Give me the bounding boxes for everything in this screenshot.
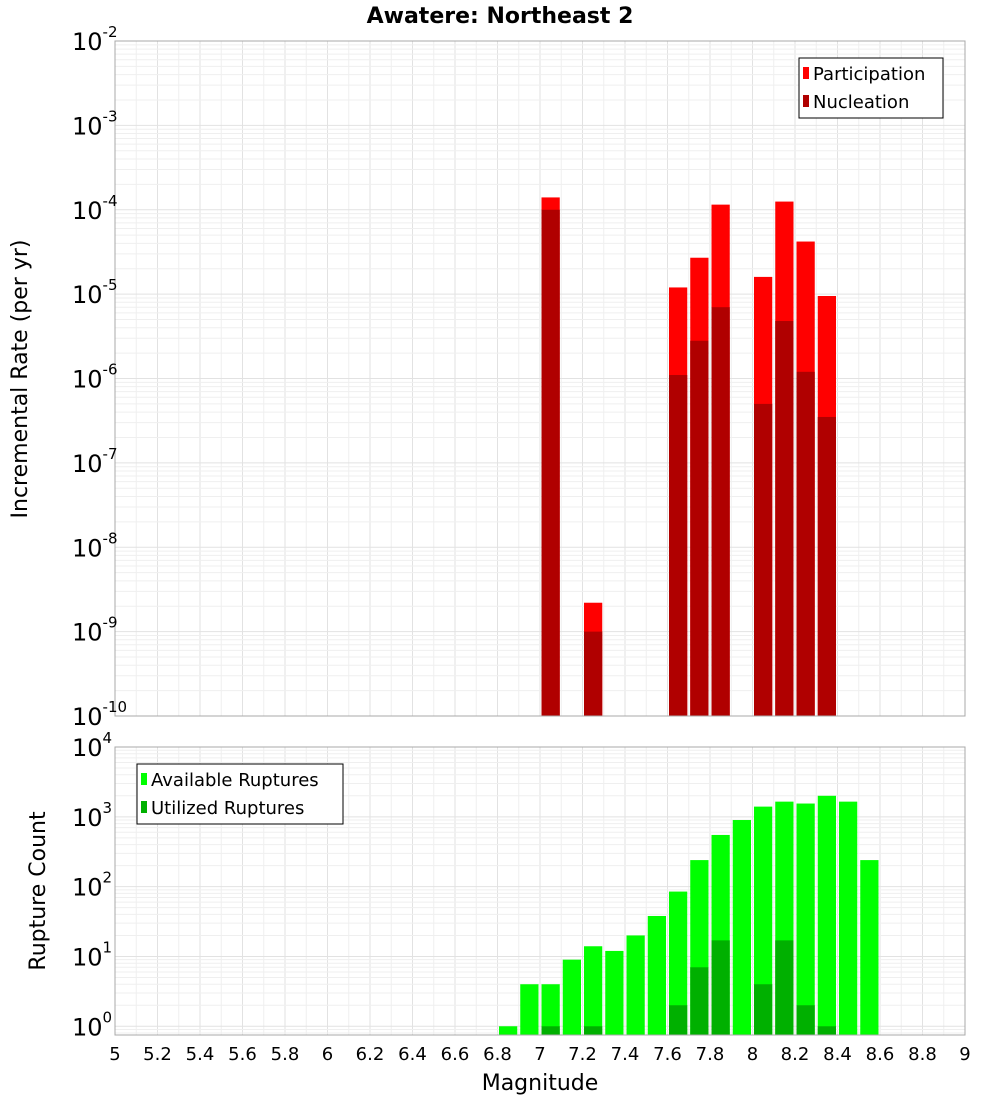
x-tick-label: 8.4	[823, 1044, 852, 1065]
y-tick-label: 10-7	[72, 445, 118, 478]
y-tick-label: 10-10	[72, 698, 127, 731]
legend-box	[798, 57, 944, 119]
y-tick-label: 102	[72, 869, 112, 902]
x-tick-label: 6.2	[356, 1044, 385, 1065]
count-bar-primary	[626, 935, 645, 1035]
legend-label: Participation	[813, 64, 925, 85]
count-bar-primary	[605, 950, 624, 1035]
y-tick-label: 100	[72, 1008, 112, 1041]
legend-swatch	[141, 773, 147, 785]
rate-bar-secondary	[541, 209, 560, 716]
y-tick-label: 10-2	[72, 23, 118, 56]
grid-lines	[114, 40, 966, 717]
rate-bar-secondary	[754, 403, 773, 716]
legend: Participation Nucleation	[798, 57, 944, 119]
x-tick-label: 5.8	[271, 1044, 300, 1065]
x-tick-labels: 5 5.2 5.4 5.6 5.8 6 6.2 6.4 6.6 6.8 7 7.2 7.4 7.6 7.8 8…	[109, 1044, 970, 1065]
x-tick-label: 5.2	[143, 1044, 172, 1065]
count-bar-primary	[754, 806, 773, 1035]
rate-plot: 10-10 10-9 10-8 10-7 10-6 10-5 10-4 10-3 10-2 Par…	[72, 23, 966, 731]
x-tick-label: 6	[322, 1044, 333, 1065]
rate-bar-secondary	[775, 321, 794, 716]
y-tick-label: 10-8	[72, 529, 118, 562]
y-tick-label: 103	[72, 799, 112, 832]
count-bar-primary	[499, 1026, 518, 1035]
x-tick-label: 9	[959, 1044, 970, 1065]
count-bar-secondary	[711, 940, 730, 1035]
x-tick-label: 7.2	[568, 1044, 597, 1065]
count-bar-secondary	[584, 1026, 603, 1035]
y-tick-labels: 10-10 10-9 10-8 10-7 10-6 10-5 10-4 10-3 10-2	[72, 23, 127, 731]
count-bar-primary	[860, 860, 879, 1035]
x-tick-label: 5	[109, 1044, 120, 1065]
count-bar-secondary	[796, 1005, 815, 1035]
bars	[499, 795, 879, 1035]
chart-title: Awatere: Northeast 2	[367, 4, 634, 29]
count-plot: 100 101 102 103 104 5 5.2 5.4 5.6 5.8 6 6.2 6.4 6.6 6.…	[72, 729, 971, 1065]
y-tick-label: 10-4	[72, 192, 118, 225]
x-tick-label: 6.4	[398, 1044, 427, 1065]
x-tick-label: 7	[534, 1044, 545, 1065]
count-bar-secondary	[541, 1026, 560, 1035]
rate-bar-secondary	[817, 416, 836, 716]
y-tick-label: 10-3	[72, 107, 118, 140]
legend-swatch	[141, 801, 147, 813]
y-tick-label: 104	[72, 729, 112, 762]
legend: Available Ruptures Utilized Ruptures	[136, 763, 344, 825]
legend-swatch	[803, 95, 809, 107]
count-bar-secondary	[690, 967, 709, 1035]
rate-bar-secondary	[796, 371, 815, 716]
x-tick-label: 6.6	[441, 1044, 470, 1065]
rate-bar-secondary	[584, 631, 603, 716]
x-tick-label: 7.8	[696, 1044, 725, 1065]
count-bar-primary	[796, 803, 815, 1035]
count-bar-primary	[584, 946, 603, 1035]
count-bar-primary	[541, 984, 560, 1035]
legend-box	[136, 763, 344, 825]
count-bar-primary	[647, 915, 666, 1035]
x-tick-label: 8.8	[908, 1044, 937, 1065]
x-tick-label: 7.4	[611, 1044, 640, 1065]
count-bar-secondary	[754, 984, 773, 1035]
bottom-y-axis-label: Rupture Count	[26, 811, 51, 971]
y-tick-label: 10-6	[72, 361, 118, 394]
count-bar-primary	[839, 801, 858, 1035]
count-bar-primary	[817, 795, 836, 1035]
count-bar-secondary	[775, 940, 794, 1035]
legend-label: Available Ruptures	[151, 770, 319, 791]
plot-frame	[114, 40, 966, 717]
rate-bar-secondary	[690, 340, 709, 716]
plot-frame	[114, 746, 966, 1036]
count-bar-primary	[520, 984, 539, 1035]
count-bar-primary	[732, 820, 751, 1035]
legend-swatch	[803, 67, 809, 79]
top-y-axis-label: Incremental Rate (per yr)	[8, 240, 33, 519]
y-tick-label: 10-5	[72, 276, 118, 309]
grid-lines	[114, 746, 966, 1035]
rate-bar-secondary	[669, 375, 688, 716]
x-tick-label: 5.4	[186, 1044, 215, 1065]
y-tick-label: 10-9	[72, 614, 118, 647]
y-tick-label: 101	[72, 938, 112, 971]
count-bar-primary	[562, 959, 581, 1035]
x-tick-label: 6.8	[483, 1044, 512, 1065]
x-tick-label: 8	[747, 1044, 758, 1065]
x-tick-label: 8.2	[781, 1044, 810, 1065]
x-tick-label: 5.6	[228, 1044, 257, 1065]
legend-label: Nucleation	[813, 92, 909, 113]
x-tick-label: 8.6	[866, 1044, 895, 1065]
rate-bar-secondary	[711, 307, 730, 716]
count-bar-primary	[669, 891, 688, 1035]
y-tick-labels: 100 101 102 103 104	[72, 729, 112, 1041]
bars	[541, 197, 836, 717]
x-tick-label: 7.6	[653, 1044, 682, 1065]
count-bar-secondary	[817, 1026, 836, 1035]
count-bar-secondary	[669, 1005, 688, 1035]
legend-label: Utilized Ruptures	[151, 798, 304, 819]
x-axis-label: Magnitude	[482, 1071, 599, 1096]
